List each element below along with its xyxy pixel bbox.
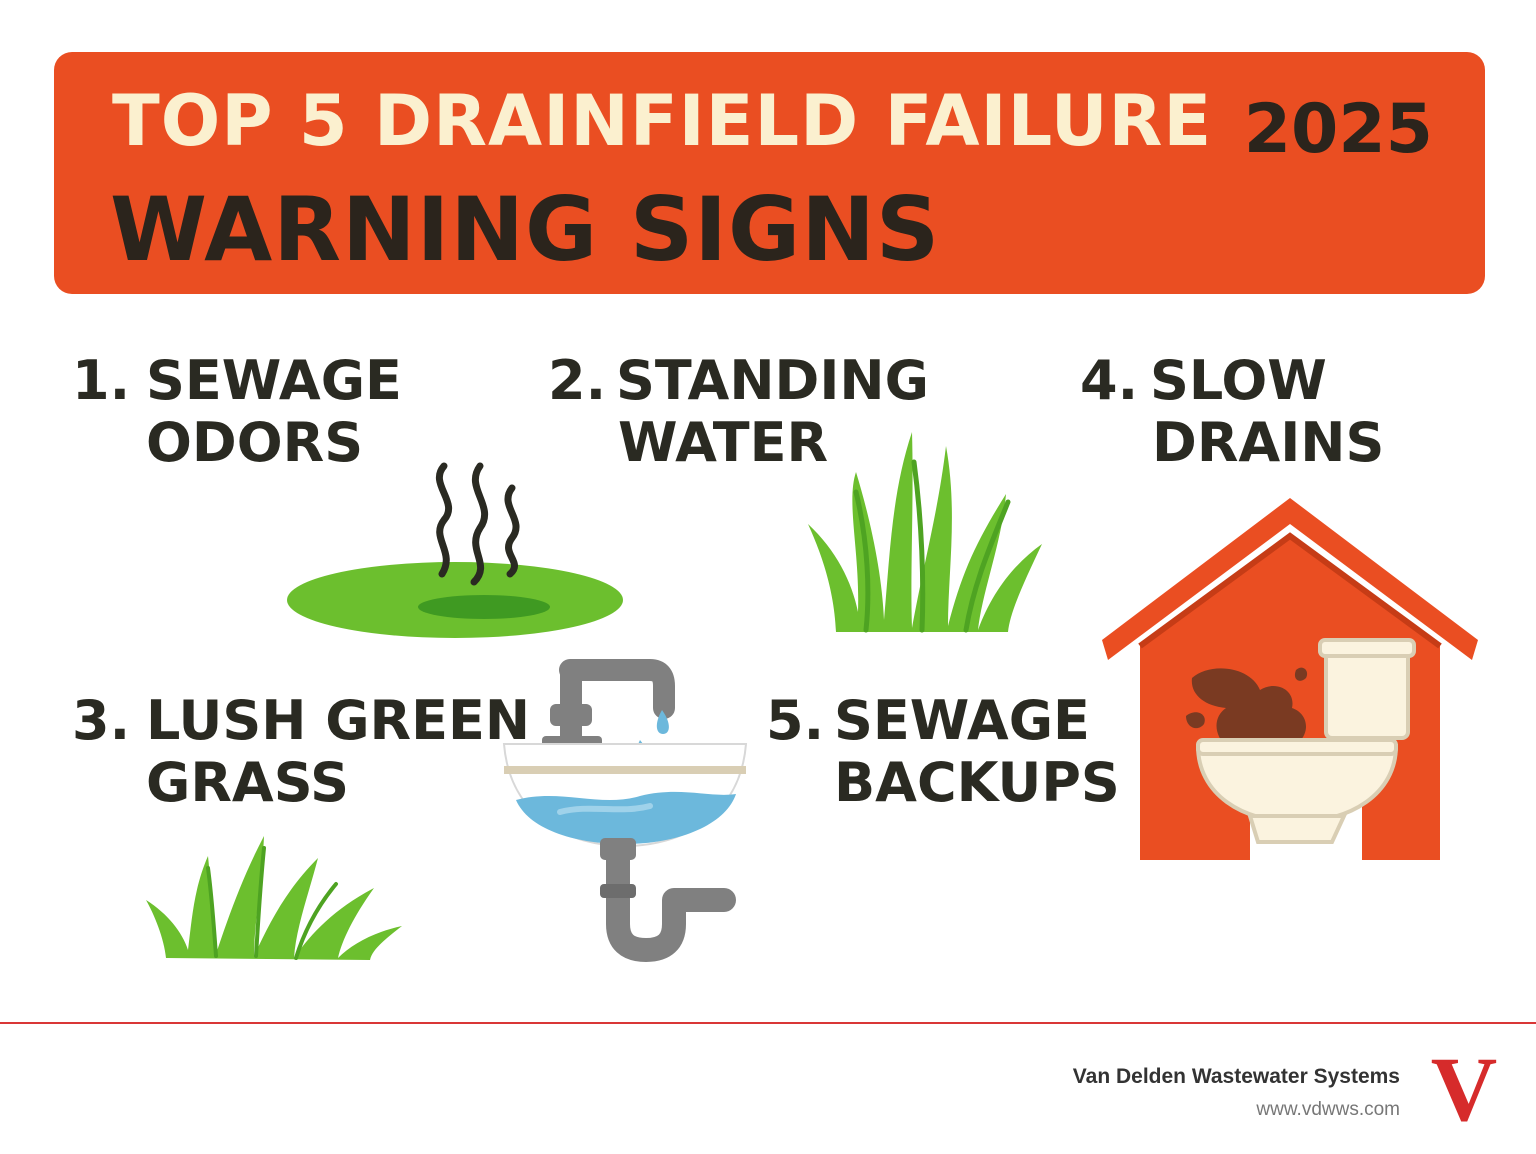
grass-tuft-icon: [808, 432, 1042, 633]
sink-faucet-icon: [502, 659, 748, 962]
title-banner: TOP 5 DRAINFIELD FAILURE WARNING SIGNS 2…: [54, 52, 1485, 294]
company-url[interactable]: www.vdwws.com: [1256, 1099, 1400, 1120]
sign-label-line1: SEWAGE: [146, 349, 402, 412]
odor-puddle-icon: [287, 462, 623, 638]
sign-label-line1: LUSH GREEN: [146, 689, 531, 752]
sign-item-1: 1. SEWAGE ODORS: [72, 350, 402, 474]
sign-number: 1.: [72, 349, 131, 412]
sign-item-5: 5. SEWAGE BACKUPS: [766, 690, 1120, 814]
sign-label-line1: SLOW: [1150, 349, 1327, 412]
sign-label-line2: BACKUPS: [834, 751, 1120, 814]
sign-label-line1: SEWAGE: [834, 689, 1090, 752]
sign-label-line1: STANDING: [616, 349, 929, 412]
sign-label-line2: DRAINS: [1152, 411, 1385, 474]
sign-item-4: 4. SLOW DRAINS: [1080, 350, 1384, 474]
year-label: 2025: [1243, 90, 1433, 169]
svg-text:V: V: [1431, 1046, 1497, 1130]
sign-number: 5.: [766, 689, 825, 752]
footer-divider: [0, 1022, 1536, 1024]
sign-number: 3.: [72, 689, 131, 752]
sign-label-line2: GRASS: [146, 751, 350, 814]
sign-item-2: 2. STANDING WATER: [548, 350, 929, 474]
sign-number: 4.: [1080, 349, 1139, 412]
grass-tuft-icon: [146, 836, 402, 960]
sign-number: 2.: [548, 349, 607, 412]
company-name: Van Delden Wastewater Systems: [1072, 1065, 1400, 1088]
company-logo-icon: V: [1431, 1046, 1497, 1130]
house-toilet-icon: [1102, 498, 1478, 860]
title-line-1: TOP 5 DRAINFIELD FAILURE: [112, 80, 1213, 162]
sign-label-line2: ODORS: [146, 411, 364, 474]
sign-item-3: 3. LUSH GREEN GRASS: [72, 690, 530, 814]
sign-label-line2: WATER: [618, 411, 829, 474]
title-line-2: WARNING SIGNS: [110, 178, 941, 281]
